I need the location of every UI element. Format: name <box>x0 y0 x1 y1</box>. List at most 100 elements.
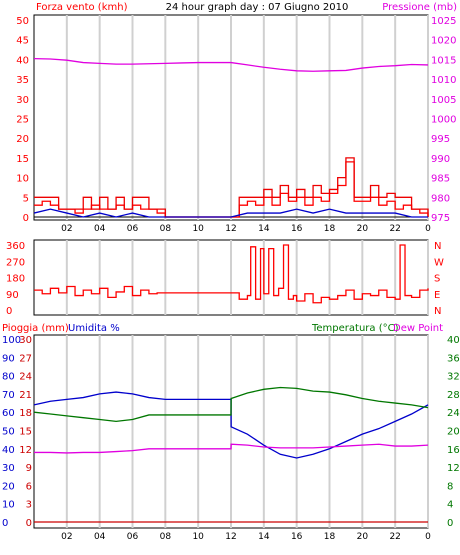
wind-xtick: 14 <box>258 224 270 234</box>
humidity-ytick: 100 <box>2 335 21 346</box>
pressure-ytick: 990 <box>431 154 450 165</box>
humidity-ytick: 30 <box>2 463 15 474</box>
wind-ytick: 15 <box>16 154 29 165</box>
rain-ytick: 30 <box>19 335 32 346</box>
direction-ytick: 90 <box>6 290 19 301</box>
pressure-ytick: 1015 <box>431 55 456 66</box>
climate-xtick: 22 <box>389 532 400 542</box>
humidity-ytick: 60 <box>2 408 15 419</box>
temperature-ytick: 0 <box>447 518 453 529</box>
temperature-ytick: 20 <box>447 427 460 438</box>
rain-ytick: 21 <box>19 390 32 401</box>
rain-ytick: 15 <box>19 427 32 438</box>
pressure-axis-title: Pressione (mb) <box>382 2 457 13</box>
climate-xtick: 08 <box>160 532 172 542</box>
wind-xtick: 20 <box>357 224 369 234</box>
climate-xtick: 16 <box>291 532 303 542</box>
rain-ytick: 24 <box>19 372 32 383</box>
wind-direction-line <box>34 244 429 304</box>
pressure-ytick: 1010 <box>431 75 456 86</box>
rain-ytick: 6 <box>26 481 32 492</box>
climate-xtick: 06 <box>127 532 139 542</box>
rain-ytick: 3 <box>26 500 32 511</box>
temperature-ytick: 28 <box>447 390 460 401</box>
rain-ytick: 27 <box>19 353 32 364</box>
wind-ytick: 35 <box>16 75 29 86</box>
wind-xtick: 16 <box>291 224 303 234</box>
pressure-ytick: 980 <box>431 193 450 204</box>
wind-xtick: 18 <box>324 224 336 234</box>
climate-xtick: 12 <box>225 532 236 542</box>
wind-xtick: 06 <box>127 224 139 234</box>
temperature-ytick: 32 <box>447 372 460 383</box>
wind-average-line <box>33 208 428 218</box>
direction-compass-label: N <box>434 241 441 252</box>
wind-xtick: 12 <box>225 224 236 234</box>
humidity-ytick: 20 <box>2 481 15 492</box>
wind-ytick: 5 <box>23 193 29 204</box>
direction-ytick: 180 <box>6 274 25 285</box>
climate-xtick: 10 <box>192 532 204 542</box>
pressure-line <box>33 57 429 72</box>
rain-ytick: 0 <box>26 518 32 529</box>
rain-axis-title: Pioggia (mm) <box>2 323 69 334</box>
climate-xtick: 14 <box>258 532 270 542</box>
pressure-ytick: 1005 <box>431 95 456 106</box>
direction-compass-label: S <box>434 274 440 285</box>
wind-ytick: 10 <box>16 174 29 185</box>
wind-xtick: 08 <box>160 224 172 234</box>
humidity-ytick: 40 <box>2 445 15 456</box>
temperature-ytick: 4 <box>447 500 453 511</box>
wind-xtick: 04 <box>94 224 106 234</box>
temperature-ytick: 40 <box>447 335 460 346</box>
pressure-ytick: 1025 <box>431 16 456 27</box>
direction-ytick: 360 <box>6 241 25 252</box>
wind-ytick: 0 <box>23 213 29 224</box>
humidity-ytick: 90 <box>2 353 15 364</box>
pressure-ytick: 995 <box>431 134 450 145</box>
rain-ytick: 12 <box>19 445 32 456</box>
humidity-ytick: 50 <box>2 427 15 438</box>
temperature-ytick: 16 <box>447 445 460 456</box>
rain-ytick: 18 <box>19 408 32 419</box>
climate-xtick: 18 <box>324 532 336 542</box>
pressure-ytick: 975 <box>431 213 450 224</box>
temperature-line <box>33 386 429 423</box>
direction-compass-label: W <box>434 257 444 268</box>
wind-xtick: 10 <box>192 224 204 234</box>
humidity-ytick: 10 <box>2 500 15 511</box>
wind-ytick: 45 <box>16 36 29 47</box>
wind-ytick: 25 <box>16 115 29 126</box>
wind-ytick: 20 <box>16 134 29 145</box>
direction-ytick: 270 <box>6 257 25 268</box>
wind-xtick: 0 <box>425 224 431 234</box>
temperature-ytick: 12 <box>447 463 460 474</box>
wind-xtick: 22 <box>389 224 400 234</box>
humidity-ytick: 80 <box>2 372 15 383</box>
climate-xtick: 02 <box>61 532 72 542</box>
pressure-ytick: 985 <box>431 174 450 185</box>
temperature-ytick: 36 <box>447 353 460 364</box>
humidity-ytick: 70 <box>2 390 15 401</box>
wind-axis-title: Forza vento (kmh) <box>36 2 128 13</box>
rain-ytick: 9 <box>26 463 32 474</box>
direction-compass-label: N <box>434 306 441 317</box>
wind-ytick: 30 <box>16 95 29 106</box>
pressure-ytick: 1020 <box>431 36 456 47</box>
wind-xtick: 02 <box>61 224 72 234</box>
climate-xtick: 20 <box>357 532 369 542</box>
pressure-ytick: 1000 <box>431 115 456 126</box>
direction-ytick: 0 <box>6 306 12 317</box>
dewpoint-axis-title: Dew Point <box>393 323 443 334</box>
direction-compass-label: E <box>434 290 440 301</box>
wind-ytick: 50 <box>16 16 29 27</box>
temperature-axis-title: Temperatura (°C) <box>311 323 399 334</box>
climate-xtick: 04 <box>94 532 106 542</box>
wind-ytick: 40 <box>16 55 29 66</box>
climate-xtick: 0 <box>425 532 431 542</box>
chart-title: 24 hour graph day : 07 Giugno 2010 <box>166 2 349 13</box>
humidity-axis-title: Umidita % <box>68 323 120 334</box>
temperature-ytick: 24 <box>447 408 460 419</box>
temperature-ytick: 8 <box>447 481 453 492</box>
